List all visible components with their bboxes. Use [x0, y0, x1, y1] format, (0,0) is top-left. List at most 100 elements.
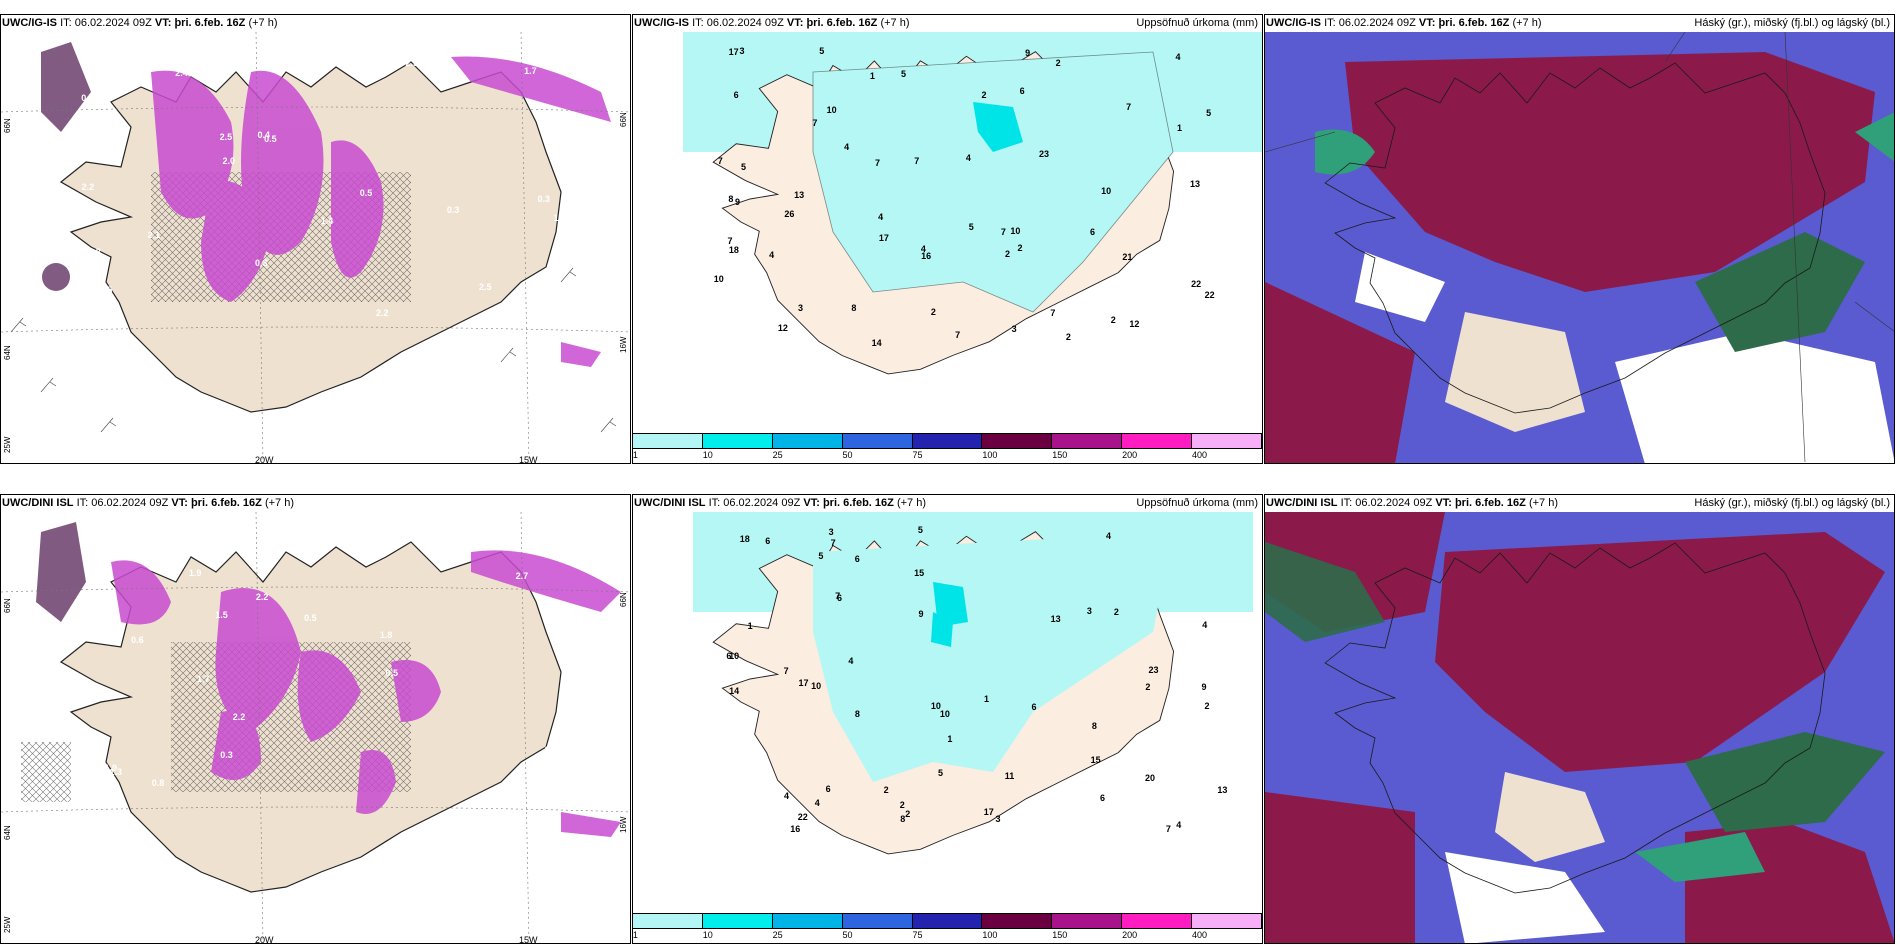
value-label: 4: [1202, 620, 1208, 631]
value-label: 1: [747, 620, 753, 631]
value-label: 2.5: [479, 282, 492, 293]
value-label: 9: [1025, 48, 1031, 59]
value-label: 18: [739, 534, 750, 545]
value-label: 5: [917, 525, 923, 536]
value-label: 2.3: [428, 71, 442, 82]
value-label: 3.8: [77, 775, 91, 786]
value-label: 17: [798, 678, 809, 689]
value-label: 4: [848, 656, 854, 667]
lon-label-20w: 20W: [255, 455, 274, 464]
value-label: 0.3: [110, 624, 123, 635]
colorbar-label: 10: [702, 450, 713, 460]
value-label: 8: [851, 303, 857, 314]
colorbar-label: 150: [1052, 930, 1068, 940]
value-label: 7: [717, 156, 723, 167]
value-label: 2: [1110, 314, 1116, 325]
value-label: 1: [947, 733, 953, 744]
value-label: 4: [878, 212, 884, 223]
precip-areas: [36, 522, 621, 837]
value-label: 17: [728, 46, 739, 57]
colorbar-swatch: [982, 914, 1053, 928]
value-label: 7: [727, 235, 733, 246]
value-label: 2.9: [405, 57, 418, 68]
lat-label: 64N: [3, 345, 12, 360]
value-label: 12: [1129, 319, 1140, 330]
value-label: 2: [981, 90, 987, 101]
value-label: 5: [819, 45, 825, 56]
value-label: 10: [729, 650, 740, 661]
value-label: 6: [733, 90, 739, 101]
value-label: 2: [899, 799, 905, 810]
value-label: 14: [871, 337, 882, 348]
value-label: 3: [995, 814, 1001, 825]
value-label: 3: [1011, 323, 1017, 334]
value-label: 10: [1010, 225, 1021, 236]
value-label: 4: [1175, 52, 1181, 63]
value-label: 7: [835, 591, 841, 602]
value-label: 5: [818, 551, 824, 562]
value-label: 2.4: [175, 68, 188, 79]
lat-label: 16W: [619, 336, 628, 353]
wind-barbs: [10, 267, 617, 433]
colorbar-label: 10: [702, 930, 713, 940]
value-label: 8: [900, 814, 906, 825]
value-label: 0.3: [446, 204, 460, 215]
value-label: 8: [1091, 721, 1097, 731]
value-label: 6: [1100, 792, 1106, 803]
colorbar-swatch: [772, 434, 843, 448]
panel-subtitle: Háský (gr.), miðský (fj.bl.) og lágský (…: [1694, 17, 1890, 29]
value-label: 16: [921, 251, 932, 262]
map-panel-wind-precip-dini: UWC/DINI ISL IT: 06.02.2024 09Z VT: þri.…: [0, 494, 631, 944]
value-label: 17: [983, 806, 994, 817]
value-label: 1: [869, 70, 875, 81]
value-label: 26: [784, 208, 795, 219]
colorbar-swatch: [702, 914, 773, 928]
colorbar-swatch: [912, 434, 983, 448]
value-label: 2.5: [219, 132, 233, 143]
value-label: 0.4: [257, 130, 271, 141]
colorbar-swatch: [702, 434, 773, 448]
colorbar-label: 25: [772, 930, 783, 940]
value-label: 12: [777, 323, 788, 334]
panel-header: UWC/IG-IS IT: 06.02.2024 09Z VT: þri. 6.…: [1266, 17, 1542, 29]
value-label: 6: [765, 536, 771, 547]
value-label: 2: [1017, 242, 1023, 253]
value-label: 7: [914, 156, 920, 167]
colorbar-swatch: [772, 914, 843, 928]
value-label: 1.7: [524, 66, 537, 77]
lat-label: 25W: [3, 916, 12, 933]
value-label: 4: [965, 152, 971, 163]
map-canvas: [1, 32, 630, 463]
value-label: 2.7: [555, 163, 569, 174]
value-label: 7: [1000, 227, 1006, 238]
map-panel-accum-precip-dini: UWC/DINI ISL IT: 06.02.2024 09Z VT: þri.…: [632, 494, 1263, 944]
colorbar-swatch: [842, 914, 913, 928]
map-canvas: [683, 32, 1262, 375]
value-label: 1.5: [215, 609, 228, 620]
value-label: 8: [854, 709, 860, 719]
value-label: 15: [1090, 755, 1101, 766]
value-label: 7: [1165, 823, 1171, 834]
value-label: 15: [914, 567, 925, 578]
value-label: 5: [968, 221, 974, 232]
map-panel-cloud-cover-igis: UWC/IG-IS IT: 06.02.2024 09Z VT: þri. 6.…: [1264, 14, 1895, 464]
value-label: 6: [825, 783, 831, 794]
value-label: 2.2: [232, 712, 246, 722]
lat-label: 66N: [3, 118, 12, 133]
value-label: 22: [1191, 278, 1202, 289]
value-label: 0.5: [385, 667, 398, 678]
lat-label: 66N: [619, 112, 628, 127]
value-label: 0.5: [99, 285, 113, 296]
value-label: 0.5: [359, 187, 373, 198]
colorbar-label: 100: [982, 930, 998, 940]
lon-label-20w: 20W: [255, 935, 274, 944]
value-label: 10: [1101, 185, 1112, 196]
value-label: 22: [797, 811, 808, 822]
colorbar-swatch: [1052, 914, 1123, 928]
value-label: 7: [1050, 308, 1056, 319]
value-label: 0.5: [304, 612, 317, 623]
value-label: 0.8: [81, 92, 94, 103]
value-label: 5: [1206, 108, 1212, 119]
value-label: 1.8: [379, 630, 393, 641]
value-label: 6: [854, 554, 860, 565]
